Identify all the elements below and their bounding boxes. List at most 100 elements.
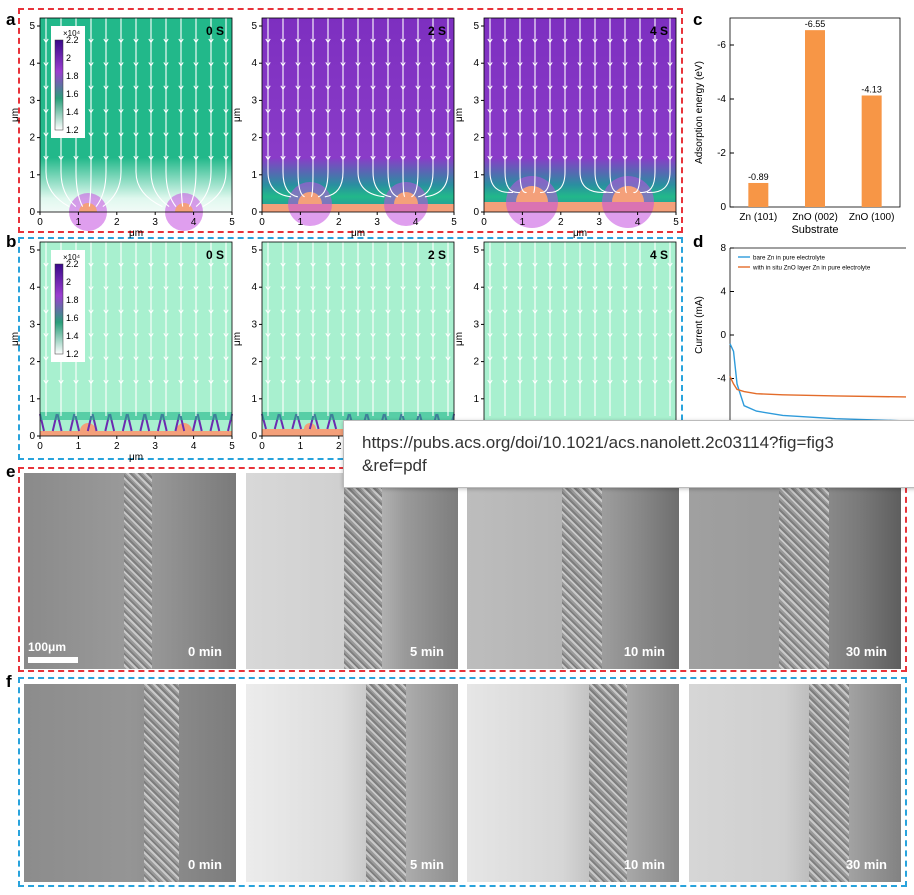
bump	[175, 203, 193, 212]
arrowhead	[532, 262, 538, 268]
bump	[298, 192, 322, 204]
streamline	[135, 18, 163, 208]
bar-0	[748, 182, 769, 207]
x-tick-label: 2	[114, 217, 120, 228]
arrowhead	[193, 85, 199, 91]
zinc-electrode-stripe	[589, 684, 627, 882]
arrowhead	[385, 38, 391, 44]
arrowhead	[118, 62, 124, 67]
x-tick-label: 4	[413, 217, 419, 228]
arrowhead	[223, 332, 229, 338]
arrowhead	[532, 356, 538, 362]
arrowhead	[223, 132, 229, 138]
arrowhead	[622, 155, 628, 161]
arrowhead	[667, 108, 673, 114]
arrowhead	[325, 38, 331, 44]
streamline	[75, 18, 84, 207]
arrowhead	[88, 108, 94, 114]
streamline	[45, 18, 70, 208]
arrowhead	[517, 356, 523, 362]
time-label: 0 min	[188, 857, 222, 872]
x-tick-label: 5	[673, 217, 679, 228]
arrowhead	[577, 38, 583, 44]
x-tick-label: ZnO (002)	[792, 212, 838, 223]
arrowhead	[667, 132, 673, 138]
arrowhead	[193, 286, 199, 291]
arrowhead	[430, 309, 436, 315]
y-tick-label: 2	[251, 133, 257, 144]
arrowhead	[400, 62, 406, 67]
arrowhead	[265, 379, 271, 385]
y-tick-label: -6	[717, 40, 726, 51]
arrowhead	[43, 356, 49, 362]
y-tick-label: -4	[717, 374, 726, 385]
panel-label-e: e	[6, 462, 16, 481]
arrowhead	[325, 262, 331, 268]
arrowhead	[517, 38, 523, 44]
arrowhead	[385, 332, 391, 338]
time-label: 5 min	[410, 644, 444, 659]
arrowhead	[208, 356, 214, 362]
arrowhead	[577, 108, 583, 114]
arrowhead	[163, 62, 169, 67]
arrowhead	[445, 262, 451, 268]
x-axis-unit: μm	[573, 228, 587, 239]
y-axis-unit: μm	[232, 108, 243, 122]
arrowhead	[652, 108, 658, 114]
arrowhead	[43, 85, 49, 91]
arrowhead	[592, 286, 598, 291]
arrowhead	[532, 286, 538, 291]
arrowhead	[340, 379, 346, 385]
arrowhead	[88, 356, 94, 362]
streamline	[640, 18, 656, 193]
y-tick-label: 2	[29, 133, 35, 144]
arrowhead	[592, 62, 598, 67]
arrowhead	[280, 309, 286, 315]
arrowhead	[223, 155, 229, 161]
arrowhead	[607, 155, 613, 161]
arrowhead	[622, 108, 628, 114]
arrowhead	[502, 38, 508, 44]
arrowhead	[208, 38, 214, 44]
arrowhead	[88, 155, 94, 161]
y-tick-label: 2	[251, 357, 257, 368]
arrowhead	[280, 379, 286, 385]
streamline	[540, 18, 551, 193]
arrowhead	[547, 356, 553, 362]
streamline	[402, 18, 406, 198]
arrowhead	[637, 38, 643, 44]
arrowhead	[370, 85, 376, 91]
arrowhead	[133, 356, 139, 362]
arrowhead	[592, 309, 598, 315]
arrowhead	[622, 62, 628, 67]
arrowhead	[652, 85, 658, 91]
arrowhead	[637, 85, 643, 91]
arrowhead	[445, 62, 451, 67]
arrowhead	[592, 262, 598, 268]
arrowhead	[178, 379, 184, 385]
y-tick-label: 4	[251, 282, 257, 293]
arrowhead	[178, 62, 184, 67]
arrowhead	[325, 85, 331, 91]
arrowhead	[43, 309, 49, 315]
tooltip-url-line2: &ref=pdf	[362, 456, 427, 475]
arrowhead	[103, 108, 109, 114]
streamline	[546, 18, 566, 193]
arrowhead	[193, 262, 199, 268]
arrowhead	[103, 309, 109, 315]
arrowhead	[103, 379, 109, 385]
frame-a	[18, 8, 683, 233]
arrowhead	[400, 38, 406, 44]
arrowhead	[280, 85, 286, 91]
arrowhead	[607, 286, 613, 291]
arrowhead	[43, 379, 49, 385]
arrowhead	[502, 132, 508, 138]
arrowhead	[487, 262, 493, 268]
arrowhead	[43, 62, 49, 67]
colorbar-tick: 2.2	[66, 35, 79, 45]
sim-panel-a-2: 4 S 0 1 2 3 4 5 0 1 2 3 4 5 μm μm	[454, 17, 679, 239]
streamline	[324, 18, 344, 198]
streamline	[519, 18, 527, 193]
colorbar-tick: 1.8	[66, 295, 79, 305]
arrowhead	[88, 132, 94, 138]
